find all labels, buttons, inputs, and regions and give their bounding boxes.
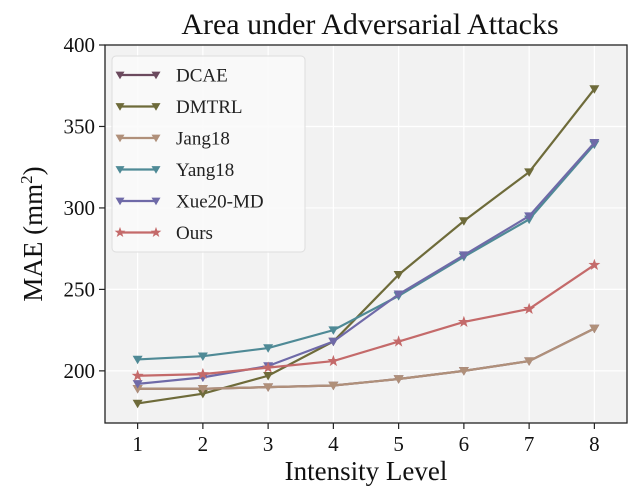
legend-label: DMTRL <box>176 97 243 118</box>
x-axis-label: Intensity Level <box>285 456 448 486</box>
y-tick-label: 250 <box>64 277 96 301</box>
data-point <box>197 389 208 399</box>
legend-item: Jang18 <box>115 129 230 150</box>
data-point <box>393 270 404 280</box>
legend-item: DCAE <box>115 66 228 87</box>
legend-item: DMTRL <box>115 97 243 118</box>
legend-marker <box>151 197 161 206</box>
legend-item: Yang18 <box>115 160 234 181</box>
legend-marker <box>115 103 125 111</box>
legend-marker <box>115 71 125 80</box>
y-ticks: 200 250 300 350 400 <box>64 33 628 424</box>
data-point <box>132 380 143 389</box>
x-tick-label: 4 <box>328 432 339 456</box>
legend-label: Ours <box>176 223 213 244</box>
data-point <box>131 369 144 381</box>
data-point <box>263 383 274 392</box>
data-point <box>458 251 469 260</box>
data-point <box>524 357 535 366</box>
series-line <box>137 142 596 385</box>
legend-marker <box>151 166 161 174</box>
data-point <box>263 372 274 381</box>
series-line <box>137 264 595 377</box>
data-point <box>589 139 600 148</box>
data-point <box>262 361 275 373</box>
legend-marker <box>151 103 161 111</box>
data-point <box>132 385 143 394</box>
data-point <box>132 355 143 365</box>
x-ticks: 1 2 3 4 5 6 7 8 <box>132 423 600 456</box>
data-point <box>458 367 469 376</box>
data-point <box>263 344 274 353</box>
legend-box <box>111 55 306 253</box>
plot-frame <box>104 44 628 424</box>
x-tick-label: 6 <box>459 432 470 456</box>
data-point <box>132 399 143 409</box>
data-point <box>392 335 405 347</box>
y-tick-label: 400 <box>64 33 96 57</box>
y-tick-label: 350 <box>64 114 96 138</box>
legend-marker <box>115 197 125 206</box>
x-tick-label: 3 <box>263 432 274 456</box>
y-tick-label: 200 <box>64 359 96 383</box>
data-point <box>197 385 208 394</box>
x-tick-label: 1 <box>132 432 143 456</box>
legend-label: Yang18 <box>176 160 234 181</box>
data-point <box>328 381 339 391</box>
series-line <box>137 327 595 390</box>
x-tick-label: 7 <box>524 432 535 456</box>
data-point <box>327 354 340 367</box>
data-point <box>196 367 209 380</box>
data-point <box>589 85 600 94</box>
legend-label: DCAE <box>176 66 228 87</box>
y-axis-label-end: ) <box>18 166 48 175</box>
x-tick-label: 8 <box>589 432 600 456</box>
y-axis-label: MAE (mm2) <box>17 166 48 301</box>
data-point <box>523 302 536 314</box>
series-jang18 <box>132 324 600 394</box>
y-axis-label-sup: 2 <box>17 175 36 184</box>
legend-marker <box>115 166 125 174</box>
series-group <box>131 85 601 409</box>
legend-label: Xue20-MD <box>176 192 264 213</box>
legend-marker <box>151 134 161 143</box>
series-line <box>137 143 596 361</box>
legend-marker <box>114 226 126 238</box>
legend-item: Ours <box>114 223 213 244</box>
legend-marker <box>150 226 162 238</box>
data-point <box>458 217 469 226</box>
series-ours <box>131 258 601 381</box>
series-line <box>137 88 596 405</box>
chart-title: Area under Adversarial Attacks <box>181 8 558 41</box>
data-point <box>457 315 470 328</box>
data-point <box>589 324 600 334</box>
data-point <box>393 375 404 384</box>
data-point <box>393 290 404 300</box>
legend-item: Xue20-MD <box>115 192 264 213</box>
data-point <box>197 352 208 361</box>
x-tick-label: 5 <box>393 432 404 456</box>
data-point <box>588 258 601 271</box>
legend-label: Jang18 <box>176 129 230 150</box>
x-tick-label: 2 <box>198 432 209 456</box>
legend: DCAE DMTRL Jang18 Yang18 Xue20-MD Ours <box>114 66 264 244</box>
legend-marker <box>151 71 161 80</box>
legend-marker <box>115 134 125 143</box>
series-dmtrl <box>132 85 600 409</box>
y-axis-label-main: MAE (mm <box>18 184 48 302</box>
data-point <box>328 326 339 335</box>
data-point <box>524 212 535 221</box>
y-tick-label: 300 <box>64 196 96 220</box>
data-point <box>328 337 339 347</box>
data-point <box>524 168 535 177</box>
